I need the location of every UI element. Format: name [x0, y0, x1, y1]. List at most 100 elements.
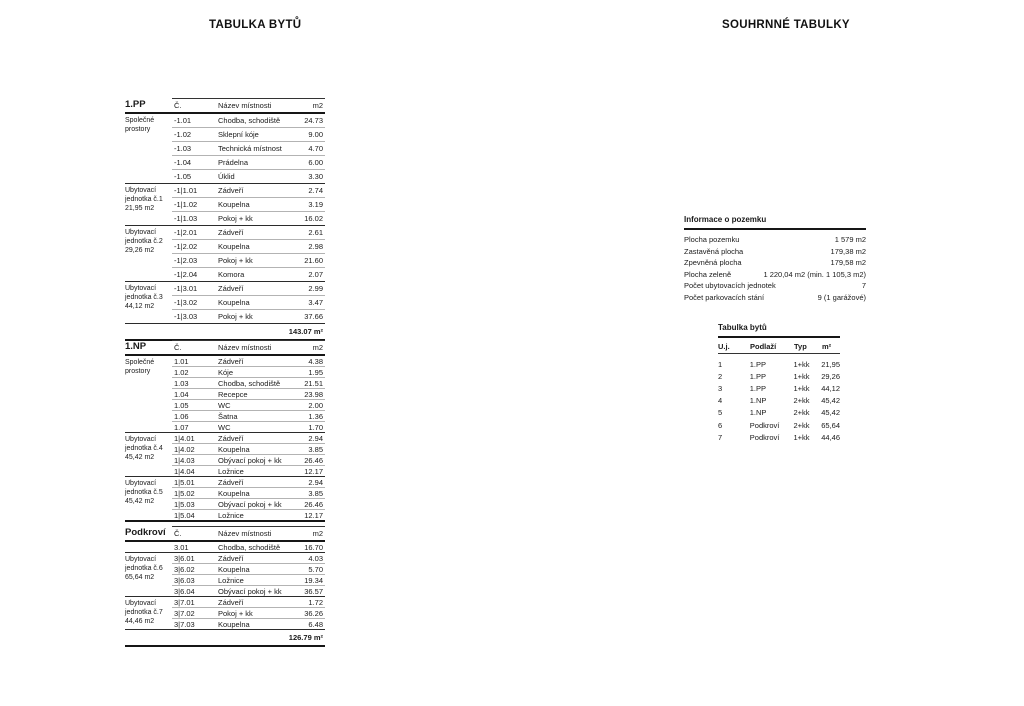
room-area-cell: 9.00	[308, 130, 323, 139]
room-name-cell: Koupelna	[218, 242, 250, 251]
room-name-cell: Koupelna	[218, 488, 250, 498]
room-area-cell: 2.07	[308, 270, 323, 279]
room-row: 1.03 Chodba, schodiště 21.51	[172, 378, 325, 389]
group-label: Ubytovací jednotka č.3 44,12 m2	[125, 285, 163, 311]
room-number-cell: -1|3.01	[174, 284, 198, 293]
apartment-type-cell: 2+kk	[793, 408, 810, 418]
room-name-cell: Zádveří	[218, 284, 244, 293]
header-type: Typ	[794, 341, 807, 351]
room-row: 1.05 WC 2.00	[172, 400, 325, 411]
room-area-cell: 4.03	[308, 553, 323, 563]
group-rows: 3|6.01 Zádveří 4.03 3|6.02 Koupelna 5.70 3|6.0…	[172, 553, 325, 596]
land-info-rows: Plocha pozemku 1 579 m2 Zastavěná plocha 17…	[684, 234, 866, 303]
room-name-cell: Koupelna	[218, 564, 250, 574]
room-name-cell: Obývací pokoj + kk	[218, 586, 282, 596]
apartments-table-title: Tabulka bytů	[718, 323, 840, 338]
apartment-type-cell: 1+kk	[793, 359, 810, 369]
room-area-cell: 2.94	[308, 433, 323, 443]
apartment-type-cell: 1+kk	[793, 383, 810, 393]
room-number-cell: 3|6.01	[174, 553, 195, 563]
land-info-label: Plocha zeleně	[684, 269, 732, 279]
room-number-cell: 3|6.02	[174, 564, 195, 574]
group-label: Společné prostory	[125, 117, 155, 134]
apartment-floor-cell: Podkroví	[749, 420, 780, 430]
room-row: 1|4.04 Ložnice 12.17	[172, 466, 325, 476]
room-name-cell: Ložnice	[218, 575, 244, 585]
room-row: 1.06 Šatna 1.36	[172, 411, 325, 422]
left-page-title: TABULKA BYTŮ	[209, 19, 302, 31]
room-number-cell: 1|5.03	[174, 499, 195, 509]
room-name-cell: Úklid	[218, 172, 235, 181]
floor-total: 143.07 m²	[125, 323, 325, 341]
apartments-table-rows: 1 1.PP 1+kk 21,95 2 1.PP 1+kk 29,26 3 1.PP 1+kk 44,…	[718, 354, 840, 443]
room-name-cell: Prádelna	[218, 158, 249, 167]
apartment-unit-cell: 4	[718, 396, 723, 406]
apartment-area-cell: 21,95	[821, 359, 841, 369]
room-group: Společné prostory -1.01 Chodba, schodiště 2…	[125, 114, 325, 183]
group-rows: -1|3.01 Zádveří 2.99 -1|3.02 Koupelna 3.47 -1|…	[172, 282, 325, 323]
room-area-cell: 3.30	[308, 172, 323, 181]
room-name-cell: Koupelna	[218, 200, 250, 209]
room-area-cell: 2.00	[308, 400, 323, 410]
room-number-cell: -1|1.02	[174, 200, 198, 209]
apartment-type-cell: 1+kk	[793, 371, 810, 381]
column-header-number: Č.	[174, 101, 182, 110]
room-row: 1|5.04 Ložnice 12.17	[172, 510, 325, 520]
apartment-type-cell: 2+kk	[793, 396, 810, 406]
room-area-cell: 6.00	[308, 158, 323, 167]
floor-label: 1.NP	[125, 341, 147, 352]
room-row: -1.03 Technická místnost 4.70	[172, 142, 325, 156]
room-number-cell: 1.02	[174, 367, 189, 377]
room-name-cell: Pokoj + kk	[218, 312, 253, 321]
room-name-cell: Pokoj + kk	[218, 256, 253, 265]
column-headers: Č. Název místnosti m2	[172, 526, 325, 540]
room-row: 1|5.02 Koupelna 3.85	[172, 488, 325, 499]
room-area-cell: 21.60	[304, 256, 323, 265]
room-row: 1.01 Zádveří 4.38	[172, 356, 325, 367]
room-row: 3|6.04 Obývací pokoj + kk 36.57	[172, 586, 325, 596]
room-row: -1|1.02 Koupelna 3.19	[172, 198, 325, 212]
land-info-label: Počet parkovacích stání	[684, 292, 765, 302]
header-area: m²	[822, 341, 832, 351]
room-name-cell: Pokoj + kk	[218, 608, 253, 618]
apartment-row: 4 1.NP 2+kk 45,42	[718, 395, 840, 407]
room-group: Ubytovací jednotka č.4 45,42 m2 1|4.01 Zád…	[125, 432, 325, 476]
room-area-cell: 26.46	[304, 499, 323, 509]
room-name-cell: Chodba, schodiště	[218, 542, 281, 552]
room-area-cell: 2.61	[308, 228, 323, 237]
apartment-unit-cell: 6	[718, 420, 723, 430]
column-header-area: m2	[312, 529, 323, 538]
apartment-unit-cell: 1	[718, 359, 723, 369]
room-row: -1|1.03 Pokoj + kk 16.02	[172, 212, 325, 225]
room-area-cell: 1.70	[308, 422, 323, 432]
land-info-label: Plocha pozemku	[684, 235, 740, 245]
room-row: 3|6.03 Ložnice 19.34	[172, 575, 325, 586]
land-info-value: 179,58 m2	[830, 258, 866, 268]
room-name-cell: Obývací pokoj + kk	[218, 499, 282, 509]
room-number-cell: 1.03	[174, 378, 189, 388]
group-label: Ubytovací jednotka č.7 44,46 m2	[125, 600, 163, 626]
group-label	[125, 542, 172, 552]
apartment-floor-cell: 1.PP	[749, 371, 767, 381]
room-area-cell: 1.95	[308, 367, 323, 377]
room-number-cell: 1.04	[174, 389, 189, 399]
group-rows: 1.01 Zádveří 4.38 1.02 Kóje 1.95 1.03 Chodba, s…	[172, 356, 325, 432]
room-name-cell: Chodba, schodiště	[218, 378, 281, 388]
room-row: -1.01 Chodba, schodiště 24.73	[172, 114, 325, 128]
header-floor: Podlaží	[750, 341, 777, 351]
room-row: 3|7.03 Koupelna 6.48	[172, 619, 325, 629]
room-name-cell: Sklepní kóje	[218, 130, 259, 139]
room-area-cell: 5.70	[308, 564, 323, 574]
room-area-cell: 2.98	[308, 242, 323, 251]
floor-table: 1.PP Č. Název místnosti m2 Společné prostory…	[125, 98, 325, 341]
apartment-area-cell: 29,26	[821, 371, 841, 381]
room-name-cell: Recepce	[218, 389, 248, 399]
room-row: 1.07 WC 1.70	[172, 422, 325, 432]
floor-label: Podkroví	[125, 527, 166, 538]
apartment-unit-cell: 2	[718, 371, 723, 381]
room-name-cell: Ložnice	[218, 466, 244, 476]
room-area-cell: 21.51	[304, 378, 323, 388]
apartment-row: 5 1.NP 2+kk 45,42	[718, 407, 840, 419]
room-area-cell: 16.70	[304, 542, 323, 552]
land-info-table: Informace o pozemku Plocha pozemku 1 579 …	[684, 215, 866, 303]
